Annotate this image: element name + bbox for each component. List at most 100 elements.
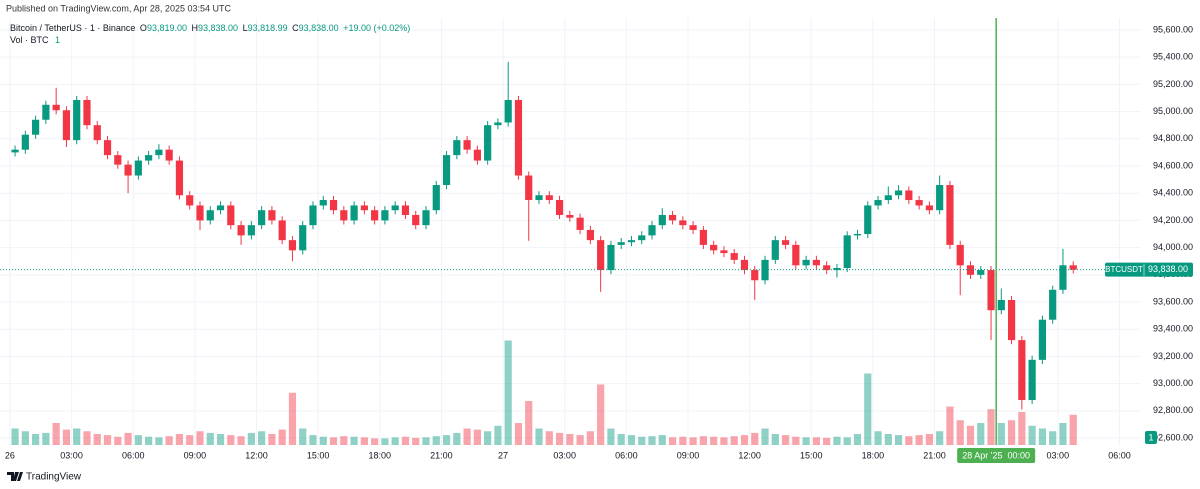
x-tick-label: 03:00 [1047,450,1070,460]
volume-last-box [1145,431,1157,444]
x-tick-label: 12:00 [738,450,761,460]
candle-body [299,225,307,251]
y-tick-label: 94,200.00 [1153,215,1193,225]
brand-name: TradingView [26,472,82,483]
x-tick-label: 09:00 [184,450,207,460]
volume-bar [124,432,132,445]
candle-body [268,210,276,221]
candle-body [874,200,882,206]
candle-body [103,140,112,156]
volume-bar [658,435,666,445]
volume-bar [997,423,1005,445]
candle-body [196,205,204,221]
volume-bar [93,434,101,445]
legend-row: Bitcoin / TetherUS · 1 · Binance O93,819… [10,23,410,33]
candle-body [864,205,872,235]
candle-body [124,164,132,176]
volume-value: 1 [55,35,60,45]
candle-body [216,205,225,211]
candle-body [278,220,286,241]
y-tick-label: 93,400.00 [1153,324,1193,334]
volume-bar [617,434,625,445]
candle-body [227,205,235,226]
x-tick-label: 15:00 [800,450,823,460]
volume-bar [1049,431,1057,445]
volume-bar [864,373,872,445]
volume-bar [936,431,944,445]
volume-bar [884,434,892,445]
candle-body [966,265,975,275]
candle-body [42,104,50,120]
volume-bar [114,436,122,445]
candle-body [432,185,440,211]
volume-bar [925,434,933,445]
volume-bar [11,428,19,445]
crosshair-label: 28 Apr '25 00:00 [962,450,1030,460]
x-tick-label: 09:00 [677,450,700,460]
volume-bar [340,436,348,445]
x-tick-label: 21:00 [430,450,453,460]
volume-bar [381,438,389,445]
volume-bar [956,420,964,445]
last-price-box [1105,262,1193,277]
volume-bar [1038,428,1046,445]
volume-bar [237,436,245,445]
candle-body [514,100,523,176]
volume-bar [833,436,841,445]
candle-body [473,149,481,161]
volume-bar [52,423,60,445]
volume-bar [966,425,975,445]
legend-value: 93,838.00 [198,23,238,33]
volume-bar [648,436,656,445]
volume-bar [555,432,564,445]
volume-bar [977,423,985,445]
volume-bar [216,434,225,445]
volume-bar [894,435,903,445]
volume-bar [432,436,440,445]
volume-bar [1018,412,1026,445]
y-tick-label: 92,600.00 [1153,432,1193,442]
legend-key: L [243,23,248,33]
candle-body [946,185,954,245]
x-tick-label: 21:00 [923,450,946,460]
volume-bar [740,435,749,445]
candle-body [401,205,410,215]
logo-icon [7,472,23,481]
candle-body [237,225,245,236]
volume-legend: Vol · BTC 1 [10,35,60,45]
volume-bar [62,429,71,445]
candle-body [792,244,800,266]
volume-bar [83,431,91,445]
candle-body [566,214,574,218]
candle-body [1049,289,1057,320]
candles [11,61,1077,410]
published-note: Published on TradingView.com, Apr 28, 20… [6,3,231,13]
candle-body [206,210,214,221]
volume-bar [679,436,687,445]
volume-bar [751,432,759,445]
x-tick-label: 26 [5,450,15,460]
x-tick-label: 18:00 [862,450,885,460]
candle-body [535,195,543,201]
volume-bar [689,437,697,445]
candle-body [258,210,266,226]
legend-key: H [192,23,199,33]
volume-bar [1007,420,1016,445]
y-tick-label: 93,600.00 [1153,296,1193,306]
volume-bar [843,437,851,445]
x-tick-label: 18:00 [369,450,392,460]
legend-value: 93,819.00 [147,23,187,33]
candle-body [52,104,60,111]
candle-body [186,195,194,206]
candle-body [812,259,820,266]
candle-body [658,214,666,226]
candle-body [638,235,646,241]
candle-body [730,253,738,260]
candle-body [997,299,1005,311]
candle-body [586,229,594,241]
volume-bar [155,437,163,445]
volume-bar [453,432,461,445]
legend-value: 93,818.99 [248,23,288,33]
candle-body [165,149,173,161]
candle-body [915,200,923,206]
